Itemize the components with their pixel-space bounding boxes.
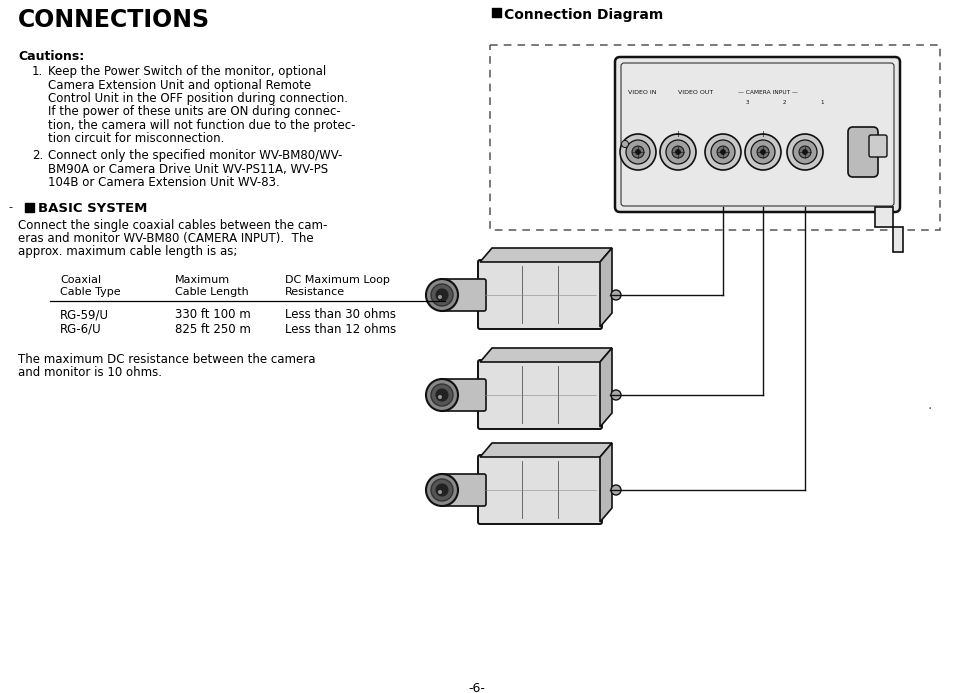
Circle shape bbox=[610, 290, 620, 300]
Polygon shape bbox=[599, 348, 612, 427]
Circle shape bbox=[620, 141, 628, 148]
Circle shape bbox=[744, 134, 781, 170]
Polygon shape bbox=[479, 443, 612, 457]
Text: eras and monitor WV-BM80 (CAMERA INPUT).  The: eras and monitor WV-BM80 (CAMERA INPUT).… bbox=[18, 232, 314, 245]
FancyBboxPatch shape bbox=[868, 135, 886, 157]
Circle shape bbox=[704, 134, 740, 170]
Text: Keep the Power Switch of the monitor, optional: Keep the Power Switch of the monitor, op… bbox=[48, 65, 326, 78]
Text: 2.: 2. bbox=[32, 149, 43, 162]
Text: +: + bbox=[759, 130, 765, 139]
Text: Camera Extension Unit and optional Remote: Camera Extension Unit and optional Remot… bbox=[48, 78, 311, 91]
Circle shape bbox=[792, 140, 816, 164]
Polygon shape bbox=[599, 248, 612, 327]
Text: +: + bbox=[674, 130, 680, 139]
Text: .: . bbox=[927, 398, 931, 412]
Circle shape bbox=[426, 279, 457, 311]
Circle shape bbox=[437, 295, 441, 299]
Text: RG-59/U: RG-59/U bbox=[60, 308, 109, 321]
Text: tion circuit for misconnection.: tion circuit for misconnection. bbox=[48, 132, 224, 146]
Text: — CAMERA INPUT —: — CAMERA INPUT — bbox=[738, 90, 797, 95]
Text: Control Unit in the OFF position during connection.: Control Unit in the OFF position during … bbox=[48, 92, 348, 105]
Circle shape bbox=[436, 289, 448, 301]
Text: tion, the camera will not function due to the protec-: tion, the camera will not function due t… bbox=[48, 119, 355, 132]
FancyBboxPatch shape bbox=[477, 360, 601, 429]
Circle shape bbox=[801, 150, 806, 155]
Text: 330 ft 100 m: 330 ft 100 m bbox=[174, 308, 251, 321]
Circle shape bbox=[437, 490, 441, 494]
FancyBboxPatch shape bbox=[477, 260, 601, 329]
FancyBboxPatch shape bbox=[615, 57, 899, 212]
Text: Less than 30 ohms: Less than 30 ohms bbox=[285, 308, 395, 321]
Text: 104B or Camera Extension Unit WV-83.: 104B or Camera Extension Unit WV-83. bbox=[48, 176, 279, 189]
Text: BM90A or Camera Drive Unit WV-PS11A, WV-PS: BM90A or Camera Drive Unit WV-PS11A, WV-… bbox=[48, 162, 328, 175]
Text: -: - bbox=[8, 202, 12, 213]
Circle shape bbox=[436, 389, 448, 401]
Circle shape bbox=[675, 150, 679, 155]
Text: Coaxial: Coaxial bbox=[60, 275, 101, 285]
Text: VIDEO OUT: VIDEO OUT bbox=[678, 90, 713, 95]
Polygon shape bbox=[599, 443, 612, 522]
Text: 3: 3 bbox=[745, 100, 749, 105]
Text: The maximum DC resistance between the camera: The maximum DC resistance between the ca… bbox=[18, 353, 315, 366]
Circle shape bbox=[431, 479, 453, 501]
Circle shape bbox=[659, 134, 696, 170]
Circle shape bbox=[426, 474, 457, 506]
Circle shape bbox=[631, 146, 643, 158]
Text: RG-6/U: RG-6/U bbox=[60, 323, 102, 336]
Text: BASIC SYSTEM: BASIC SYSTEM bbox=[38, 202, 147, 216]
Polygon shape bbox=[479, 248, 612, 262]
Circle shape bbox=[619, 134, 656, 170]
Polygon shape bbox=[479, 348, 612, 362]
Text: VIDEO IN: VIDEO IN bbox=[627, 90, 656, 95]
Circle shape bbox=[437, 395, 441, 399]
Circle shape bbox=[436, 484, 448, 496]
Text: approx. maximum cable length is as;: approx. maximum cable length is as; bbox=[18, 245, 237, 258]
Circle shape bbox=[750, 140, 774, 164]
Text: Maximum: Maximum bbox=[174, 275, 230, 285]
Circle shape bbox=[720, 150, 724, 155]
Text: CONNECTIONS: CONNECTIONS bbox=[18, 8, 210, 32]
FancyBboxPatch shape bbox=[441, 279, 485, 311]
Polygon shape bbox=[874, 207, 902, 252]
Text: If the power of these units are ON during connec-: If the power of these units are ON durin… bbox=[48, 105, 340, 119]
Text: Resistance: Resistance bbox=[285, 287, 345, 297]
Circle shape bbox=[760, 150, 764, 155]
Text: 1: 1 bbox=[820, 100, 822, 105]
Circle shape bbox=[635, 150, 639, 155]
Text: Connect only the specified monitor WV-BM80/WV-: Connect only the specified monitor WV-BM… bbox=[48, 149, 342, 162]
Text: DC Maximum Loop: DC Maximum Loop bbox=[285, 275, 390, 285]
Text: 2: 2 bbox=[782, 100, 785, 105]
Circle shape bbox=[426, 379, 457, 411]
Circle shape bbox=[665, 140, 689, 164]
FancyBboxPatch shape bbox=[477, 455, 601, 524]
Text: Connect the single coaxial cables between the cam-: Connect the single coaxial cables betwee… bbox=[18, 218, 327, 231]
Circle shape bbox=[610, 390, 620, 400]
Circle shape bbox=[431, 284, 453, 306]
Text: and monitor is 10 ohms.: and monitor is 10 ohms. bbox=[18, 367, 162, 380]
Circle shape bbox=[625, 140, 649, 164]
Text: Connection Diagram: Connection Diagram bbox=[503, 8, 662, 22]
Circle shape bbox=[717, 146, 728, 158]
Text: Cable Length: Cable Length bbox=[174, 287, 249, 297]
Circle shape bbox=[786, 134, 822, 170]
Circle shape bbox=[710, 140, 734, 164]
Circle shape bbox=[610, 485, 620, 495]
Text: Less than 12 ohms: Less than 12 ohms bbox=[285, 323, 395, 336]
FancyBboxPatch shape bbox=[847, 127, 877, 177]
Text: Cautions:: Cautions: bbox=[18, 50, 84, 63]
Text: 825 ft 250 m: 825 ft 250 m bbox=[174, 323, 251, 336]
Circle shape bbox=[799, 146, 810, 158]
Circle shape bbox=[757, 146, 768, 158]
Text: 1.: 1. bbox=[32, 65, 43, 78]
FancyBboxPatch shape bbox=[441, 474, 485, 506]
FancyBboxPatch shape bbox=[441, 379, 485, 411]
Text: -6-: -6- bbox=[468, 682, 485, 693]
Circle shape bbox=[671, 146, 683, 158]
Circle shape bbox=[431, 384, 453, 406]
Text: Cable Type: Cable Type bbox=[60, 287, 120, 297]
